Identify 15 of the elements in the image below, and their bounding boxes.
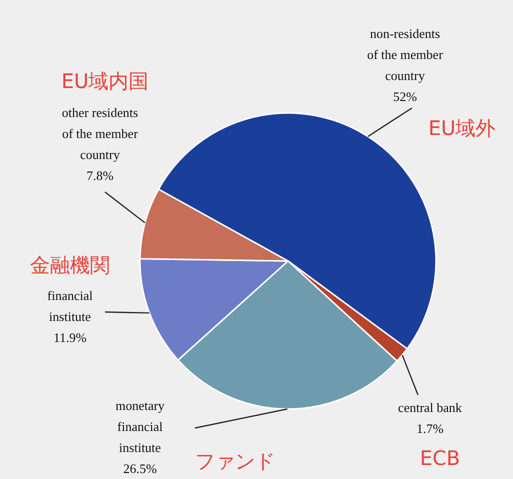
slice-label: monetary financial institute: [115, 398, 166, 455]
slice-label: central bank: [398, 400, 462, 415]
slice-label: other residents of the member country: [62, 105, 139, 162]
data-label: 1.7%: [416, 421, 444, 436]
slice-label: non-residents of the member country: [367, 26, 444, 83]
data-label: 52%: [393, 89, 418, 104]
text: 金融機関: [30, 253, 110, 277]
data-label: 7.8%: [86, 168, 114, 183]
text: EU域内国: [61, 69, 149, 93]
data-label: 11.9%: [53, 330, 87, 345]
data-label: 26.5%: [123, 461, 157, 476]
text: EU域外: [428, 116, 496, 140]
text: ECB: [420, 446, 460, 470]
text: ファンド: [195, 449, 275, 473]
slice-label: financial institute: [47, 288, 94, 324]
